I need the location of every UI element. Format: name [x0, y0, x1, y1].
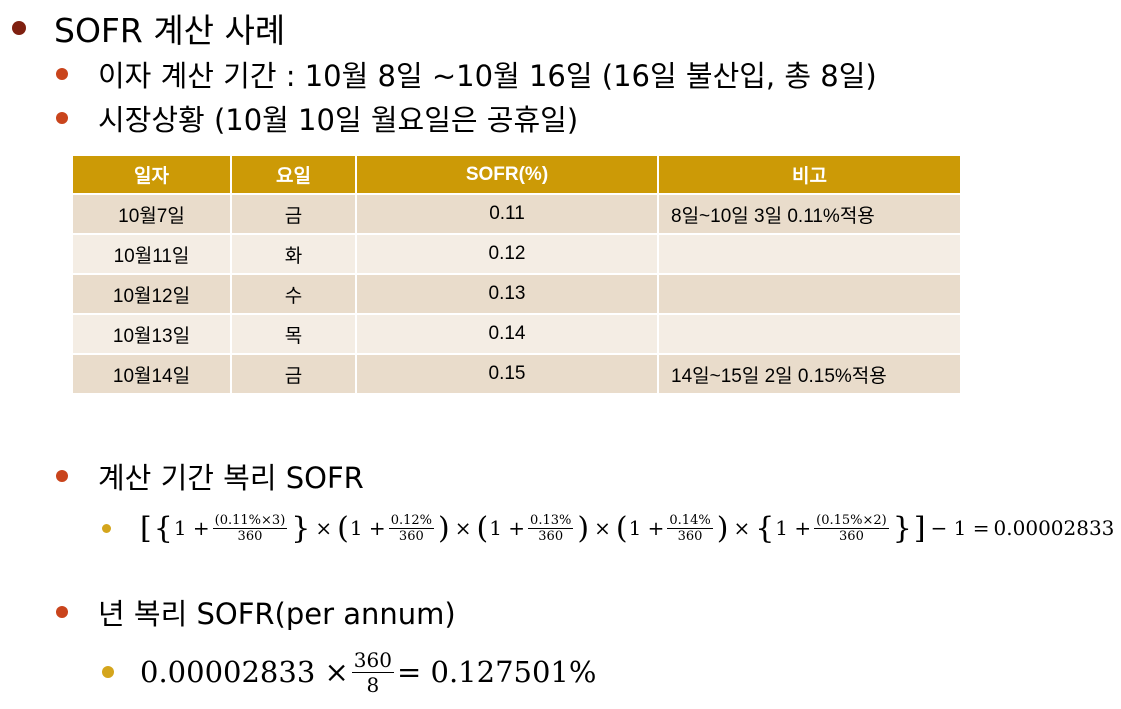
table-row: 10월13일 목 0.14 [73, 314, 962, 355]
bracket: ) [577, 510, 590, 546]
day-cell: 화 [231, 234, 357, 275]
formula-line: [{1 + (0.11%×3) 360} ×(1 +0.12% 360) ×(1 +0.1… [102, 505, 1114, 551]
header-cell: 일자 [73, 156, 232, 195]
header-cell: 비고 [658, 156, 962, 195]
formula-left: 0.00002833 × [140, 655, 349, 689]
title-line: SOFR 계산 사례 [12, 8, 285, 50]
table-row: 10월12일 수 0.13 [73, 274, 962, 315]
bracket: ) [438, 510, 450, 546]
date-cell: 10월11일 [73, 234, 232, 275]
note-cell [658, 274, 962, 315]
table-row: 10월7일 금 0.11 8일~10일 3일 0.11%적용 [73, 194, 962, 235]
header-cell: SOFR(%) [356, 156, 659, 195]
bracket: { [755, 510, 775, 546]
denominator: 360 [677, 528, 703, 544]
item-text: 이자 계산 기간 : 10월 8일 ~10월 16일 (16일 불산입, 총 8… [98, 59, 877, 93]
formula-result: = 0.127501% [396, 655, 597, 689]
fraction: 0.12% 360 [388, 512, 434, 544]
fraction: (0.15%×2) 360 [814, 513, 889, 544]
sofr-cell: 0.11 [356, 194, 659, 235]
bracket: { [153, 510, 173, 546]
bracket: ( [615, 510, 628, 546]
operator: × [315, 516, 333, 540]
note-cell: 8일~10일 3일 0.11%적용 [658, 194, 962, 235]
operator: × [733, 516, 751, 540]
bullet [102, 666, 114, 678]
numerator: (0.15%×2) [814, 512, 889, 529]
numerator: 0.12% [388, 512, 434, 529]
prefix: 1 + [628, 516, 665, 540]
prefix: 1 + [349, 516, 386, 540]
operator: × [454, 516, 472, 540]
date-cell: 10월7일 [73, 194, 232, 235]
bracket: ( [337, 510, 349, 546]
section-heading: 년 복리 SOFR(per annum) [56, 592, 456, 632]
bracket: [ [140, 510, 152, 546]
numerator: (0.11%×3) [212, 512, 288, 529]
day-cell: 목 [231, 314, 357, 355]
item: 이자 계산 기간 : 10월 8일 ~10월 16일 (16일 불산입, 총 8… [56, 55, 877, 93]
table-row: 10월11일 화 0.12 [73, 234, 962, 275]
day-cell: 금 [231, 194, 357, 235]
sofr-cell: 0.14 [356, 314, 659, 355]
bracket: } [291, 510, 311, 546]
prefix: 1 + [489, 516, 526, 540]
note-cell: 14일~15일 2일 0.15%적용 [658, 354, 962, 395]
bracket: ] [913, 510, 926, 546]
sofr-table: 일자 요일 SOFR(%) 비고 10월7일 금 0.11 8일~10일 3일 0.1… [73, 156, 962, 395]
header-cell: 요일 [231, 156, 357, 195]
formula-tail: − 1 = [930, 516, 990, 540]
numerator: 0.13% [528, 512, 574, 529]
date-cell: 10월14일 [73, 354, 232, 395]
bullet [12, 21, 26, 35]
bracket: ( [476, 510, 489, 546]
heading-text: 계산 기간 복리 SOFR [98, 461, 364, 495]
fraction: 0.13% 360 [528, 512, 574, 544]
day-cell: 금 [231, 354, 357, 395]
bullet [56, 68, 68, 80]
formula-result: 0.00002833 [993, 516, 1115, 540]
denominator: 360 [839, 528, 864, 544]
sofr-cell: 0.13 [356, 274, 659, 315]
denominator: 360 [538, 528, 564, 544]
denominator: 360 [237, 528, 263, 544]
fraction: 0.14% 360 [667, 512, 713, 544]
formula: 0.00002833 × 360 8 = 0.127501% [140, 648, 596, 697]
item: 시장상황 (10월 10일 월요일은 공휴일) [56, 99, 578, 137]
numerator: 0.14% [667, 512, 713, 529]
heading-text: 년 복리 SOFR(per annum) [98, 597, 456, 631]
section-heading: 계산 기간 복리 SOFR [56, 456, 364, 496]
sofr-cell: 0.15 [356, 354, 659, 395]
day-cell: 수 [231, 274, 357, 315]
note-cell [658, 234, 962, 275]
prefix: 1 + [173, 516, 210, 540]
sofr-cell: 0.12 [356, 234, 659, 275]
bullet [102, 523, 111, 533]
bracket: } [892, 510, 912, 546]
title: SOFR 계산 사례 [54, 11, 286, 50]
item-text: 시장상황 (10월 10일 월요일은 공휴일) [98, 103, 579, 137]
bullet [56, 112, 68, 124]
numerator: 360 [351, 647, 394, 673]
denominator: 360 [398, 528, 424, 544]
date-cell: 10월12일 [73, 274, 232, 315]
bullet [56, 470, 68, 482]
bullet [56, 606, 68, 618]
table-row: 10월14일 금 0.15 14일~15일 2일 0.15%적용 [73, 354, 962, 395]
formula: [{1 + (0.11%×3) 360} ×(1 +0.12% 360) ×(1 +0.1… [139, 511, 1114, 546]
formula-line: 0.00002833 × 360 8 = 0.127501% [102, 643, 596, 701]
operator: × [594, 516, 611, 540]
denominator: 8 [366, 672, 380, 697]
fraction: (0.11%×3) 360 [212, 512, 288, 544]
fraction: 360 8 [351, 647, 394, 697]
note-cell [658, 314, 962, 355]
bracket: ) [716, 510, 729, 546]
prefix: 1 + [775, 516, 812, 540]
date-cell: 10월13일 [73, 314, 232, 355]
